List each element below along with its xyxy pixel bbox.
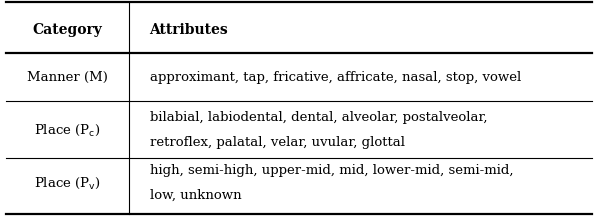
Text: Attributes: Attributes [150,23,228,37]
Text: bilabial, labiodental, dental, alveolar, postalveolar,: bilabial, labiodental, dental, alveolar,… [150,111,487,124]
Text: Manner (M): Manner (M) [27,71,108,84]
Text: retroflex, palatal, velar, uvular, glottal: retroflex, palatal, velar, uvular, glott… [150,136,405,149]
Text: Category: Category [32,23,102,37]
Text: low, unknown: low, unknown [150,189,241,202]
Text: Place (P$_\mathrm{v}$): Place (P$_\mathrm{v}$) [34,176,101,191]
Text: approximant, tap, fricative, affricate, nasal, stop, vowel: approximant, tap, fricative, affricate, … [150,71,521,84]
Text: high, semi-high, upper-mid, mid, lower-mid, semi-mid,: high, semi-high, upper-mid, mid, lower-m… [150,164,513,177]
Text: Place (P$_\mathrm{c}$): Place (P$_\mathrm{c}$) [34,123,100,138]
